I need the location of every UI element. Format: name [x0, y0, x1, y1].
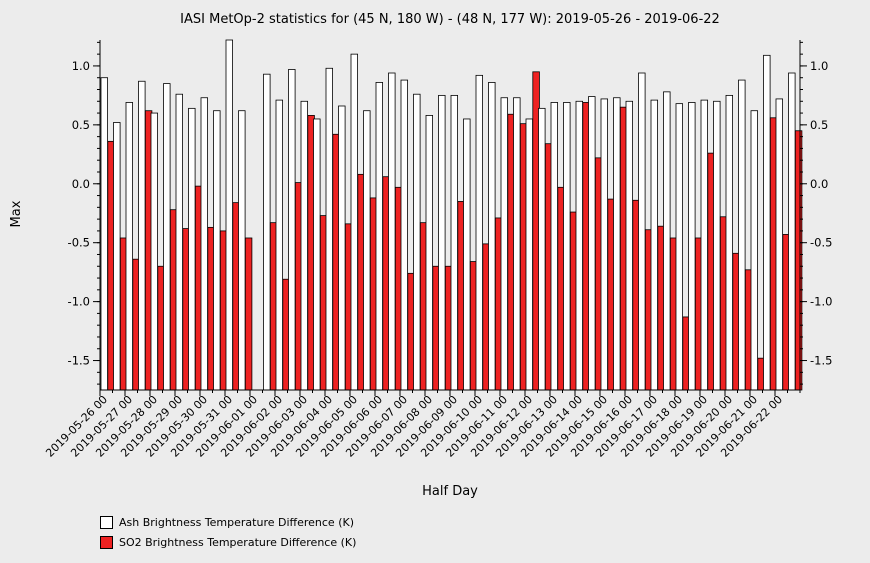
ash-bar-52: [750, 110, 758, 391]
ash-bar-38: [575, 100, 583, 391]
ash-bar-15: [288, 69, 296, 391]
so2-bar-11: [244, 237, 253, 391]
y-tick-label-right: -1.5: [810, 354, 832, 368]
chart-title: IASI MetOp-2 statistics for (45 N, 180 W…: [180, 12, 720, 27]
ash-bar-46: [675, 103, 683, 391]
ash-bar-25: [413, 93, 421, 391]
legend-item-so2: SO2 Brightness Temperature Difference (K…: [100, 532, 356, 552]
ash-bar-23: [388, 72, 396, 391]
so2-bar-55: [794, 130, 803, 391]
ash-bar-19: [338, 105, 346, 391]
ash-bar-39: [588, 96, 596, 391]
ash-bar-30: [475, 74, 483, 391]
bars-group: [100, 39, 803, 391]
ash-bar-0: [100, 77, 108, 391]
ash-bar-50: [725, 94, 733, 391]
ash-bar-24: [400, 79, 408, 391]
ash-bar-8: [200, 97, 208, 391]
ash-bar-2: [125, 102, 133, 391]
ash-bar-51: [738, 79, 746, 391]
ash-bar-41: [613, 97, 621, 391]
ash-bar-29: [463, 118, 471, 391]
legend-label-so2: SO2 Brightness Temperature Difference (K…: [119, 535, 357, 549]
ash-bar-11: [238, 110, 246, 391]
y-tick-label-left: 0.0: [72, 177, 90, 191]
y-tick-label-right: 1.0: [810, 59, 828, 73]
ash-bar-21: [363, 110, 371, 391]
y-tick-label-left: -1.5: [68, 354, 90, 368]
ash-bar-42: [625, 100, 633, 391]
legend-swatch-ash: [100, 515, 113, 529]
legend-swatch-so2: [100, 535, 113, 549]
ash-bar-32: [500, 97, 508, 391]
ash-bar-6: [175, 93, 183, 391]
y-tick-label-right: -1.0: [810, 295, 832, 309]
ash-bar-43: [638, 72, 646, 391]
y-axis-label: Max: [9, 200, 24, 227]
legend-label-ash: Ash Brightness Temperature Difference (K…: [119, 515, 354, 529]
ash-bar-40: [600, 98, 608, 391]
ash-bar-5: [163, 83, 171, 391]
ash-bar-7: [188, 107, 196, 391]
y-tick-label-right: 0.5: [810, 118, 828, 132]
y-tick-label-left: 0.5: [72, 118, 90, 132]
ash-bar-36: [550, 102, 558, 391]
legend-item-ash: Ash Brightness Temperature Difference (K…: [100, 512, 356, 532]
ash-bar-26: [425, 115, 433, 391]
ash-bar-47: [688, 102, 696, 391]
ash-bar-17: [313, 118, 321, 391]
ash-bar-16: [300, 100, 308, 391]
ash-bar-9: [213, 110, 221, 391]
ash-bar-37: [563, 102, 571, 391]
ash-bar-49: [713, 100, 721, 391]
ash-bar-55: [788, 72, 796, 391]
ash-bar-28: [450, 94, 458, 391]
ash-bar-33: [513, 97, 521, 391]
ash-bar-20: [350, 53, 358, 391]
ash-bar-27: [438, 94, 446, 391]
x-axis-label: Half Day: [422, 484, 478, 499]
y-tick-label-right: 0.0: [810, 177, 828, 191]
ash-bar-34: [525, 118, 533, 391]
ash-bar-45: [663, 91, 671, 391]
ash-bar-54: [775, 98, 783, 391]
y-tick-label-left: 1.0: [72, 59, 90, 73]
ash-bar-44: [650, 99, 658, 391]
legend: Ash Brightness Temperature Difference (K…: [100, 512, 356, 552]
ash-bar-14: [275, 99, 283, 391]
ash-bar-3: [138, 80, 146, 391]
ash-bar-18: [325, 67, 333, 391]
ash-bar-13: [263, 73, 271, 391]
ash-bar-48: [700, 99, 708, 391]
ash-bar-1: [113, 122, 121, 391]
ash-bar-22: [375, 82, 383, 391]
y-tick-label-left: -0.5: [68, 236, 90, 250]
ash-bar-35: [538, 107, 546, 391]
y-tick-label-right: -0.5: [810, 236, 832, 250]
ash-bar-10: [225, 39, 233, 391]
ash-bar-53: [763, 54, 771, 391]
y-tick-label-left: -1.0: [68, 295, 90, 309]
ash-bar-31: [488, 82, 496, 391]
ash-bar-4: [150, 112, 158, 391]
